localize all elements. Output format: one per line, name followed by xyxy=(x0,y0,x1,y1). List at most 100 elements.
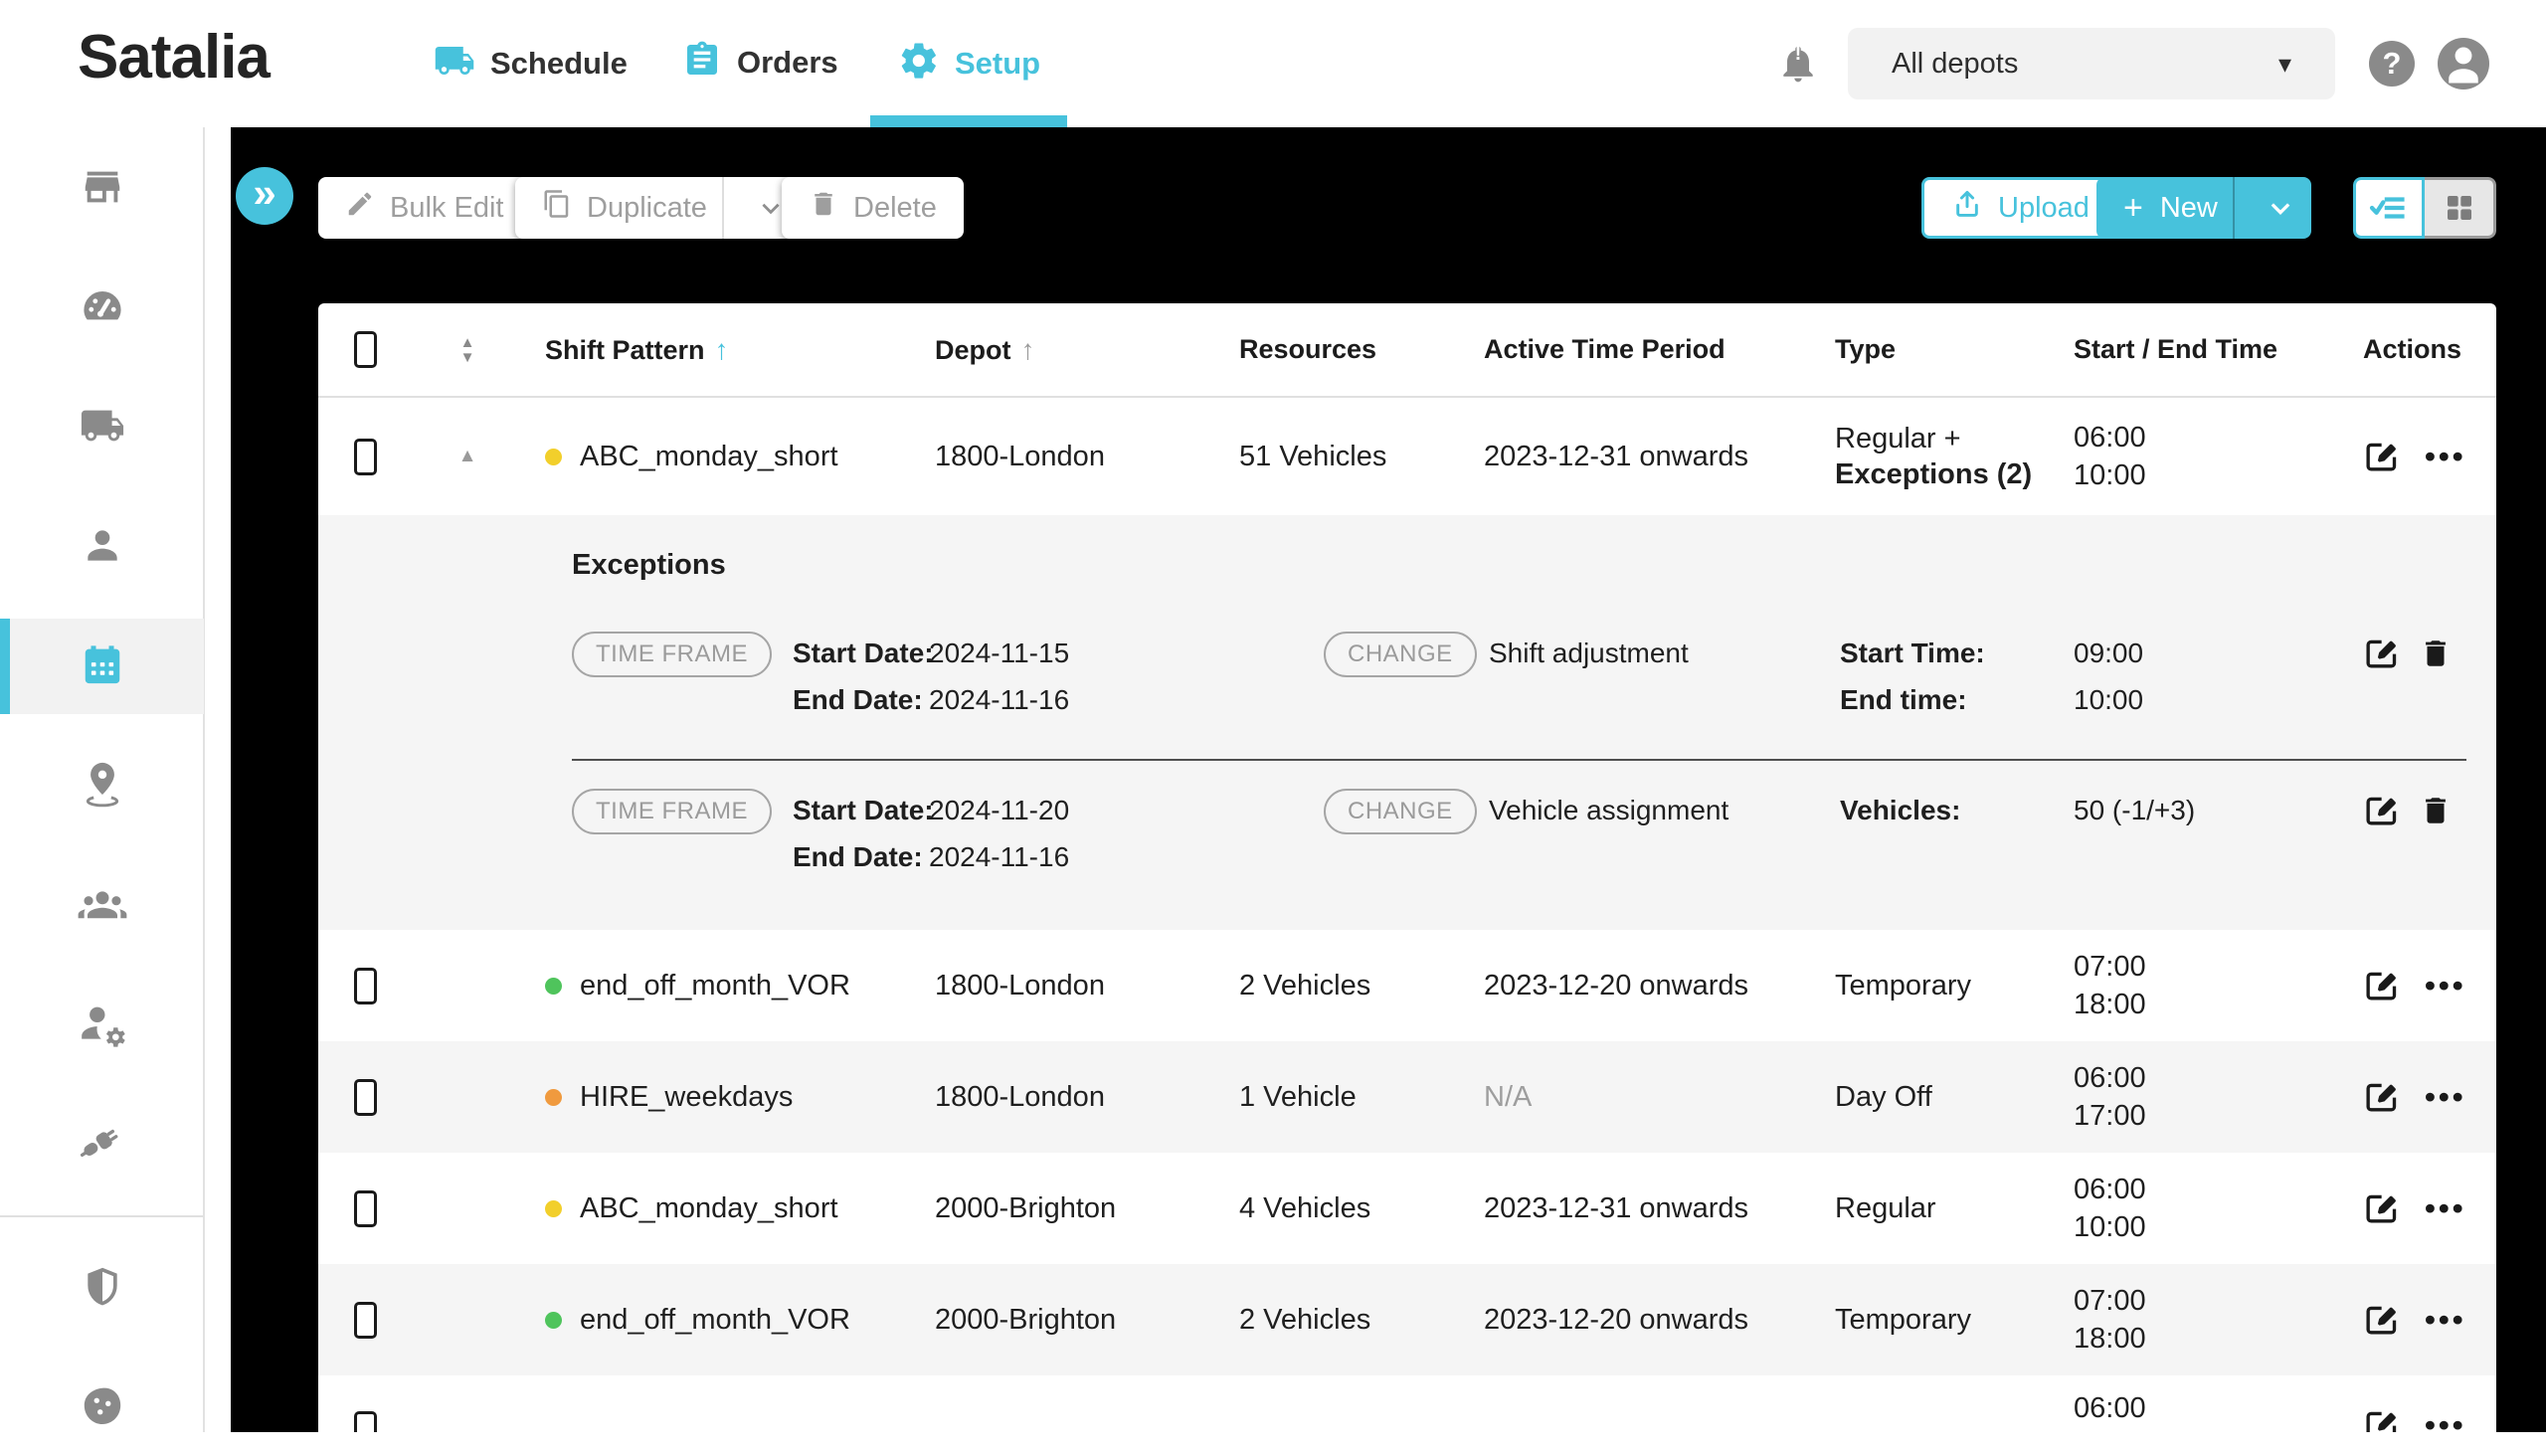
sidebar-divider xyxy=(203,127,205,1432)
row-checkbox[interactable] xyxy=(354,1301,377,1339)
start-end-time-cell: 06:00 17:00 xyxy=(2074,1062,2146,1132)
table-row[interactable]: ▲ ABC_monday_short 1800-London 51 Vehicl… xyxy=(318,398,2496,515)
sidebar-item-teams[interactable] xyxy=(0,857,204,953)
sidebar-item-vehicles[interactable] xyxy=(0,380,204,475)
start-end-time-cell: 06:00 10:00 xyxy=(2074,422,2146,491)
start-end-time-cell: 06:00 xyxy=(2074,1392,2146,1424)
row-checkbox[interactable] xyxy=(354,1411,377,1432)
table-row[interactable]: HIRE_weekdays 1800-London 1 Vehicle N/A … xyxy=(318,1041,2496,1153)
trash-icon[interactable] xyxy=(2419,637,2453,670)
button-divider xyxy=(721,177,724,239)
sidebar-item-user-management[interactable] xyxy=(0,977,204,1072)
tab-orders[interactable]: Orders xyxy=(682,40,838,85)
cookie-icon xyxy=(80,1383,125,1434)
new-dropdown-button[interactable] xyxy=(2250,177,2311,239)
column-header-actions: Actions xyxy=(2363,334,2462,364)
depot-cell: 2000-Brighton xyxy=(935,1191,1117,1224)
duplicate-dropdown-button[interactable] xyxy=(739,177,803,239)
start-end-time-cell: 07:00 18:00 xyxy=(2074,1285,2146,1355)
table-row[interactable]: end_off_month_VOR 1800-London 2 Vehicles… xyxy=(318,930,2496,1041)
sidebar-item-shift-patterns[interactable] xyxy=(0,619,204,714)
row-checkbox[interactable] xyxy=(354,1189,377,1227)
sidebar-item-locations[interactable] xyxy=(0,738,204,833)
more-actions-icon[interactable]: ••• xyxy=(2425,439,2466,473)
active-tab-underline xyxy=(870,115,1067,127)
bulk-edit-label: Bulk Edit xyxy=(390,191,504,224)
new-label: New xyxy=(2159,191,2218,224)
more-actions-icon[interactable]: ••• xyxy=(2425,1190,2466,1225)
help-icon: ? xyxy=(2382,46,2402,81)
trash-icon[interactable] xyxy=(2419,794,2453,827)
pencil-icon xyxy=(345,189,375,227)
grid-view-button[interactable] xyxy=(2425,177,2496,239)
list-view-button[interactable] xyxy=(2353,177,2425,239)
resources-cell: 1 Vehicle xyxy=(1239,1080,1357,1113)
edit-icon[interactable] xyxy=(2363,1302,2399,1338)
user-avatar[interactable] xyxy=(2438,38,2489,90)
tab-schedule[interactable]: Schedule xyxy=(434,40,628,87)
more-actions-icon[interactable]: ••• xyxy=(2425,1079,2466,1114)
sidebar-item-cookies[interactable] xyxy=(0,1361,204,1456)
status-dot xyxy=(545,448,562,465)
duplicate-button[interactable]: Duplicate xyxy=(515,177,803,239)
collapse-row-icon[interactable]: ▲ xyxy=(457,446,477,466)
tab-schedule-label: Schedule xyxy=(490,45,628,81)
sidebar-item-security[interactable] xyxy=(0,1241,204,1337)
sidebar-item-integrations[interactable] xyxy=(0,1096,204,1191)
edit-icon[interactable] xyxy=(2363,1407,2399,1432)
shift-pattern-name: end_off_month_VOR xyxy=(580,1303,850,1336)
calendar-icon xyxy=(80,641,125,692)
edit-icon[interactable] xyxy=(2363,1079,2399,1115)
sidebar-item-dashboard[interactable] xyxy=(0,261,204,356)
tab-setup[interactable]: Setup xyxy=(898,40,1040,87)
sidebar-item-drivers[interactable] xyxy=(0,499,204,595)
edit-icon[interactable] xyxy=(2363,793,2399,828)
more-actions-icon[interactable]: ••• xyxy=(2425,1407,2466,1432)
sort-expand-all-control[interactable]: ▲ ▼ xyxy=(460,335,475,365)
sidebar-item-depots[interactable] xyxy=(0,141,204,237)
type-cell: Temporary xyxy=(1835,969,1971,1001)
expand-sidebar-button[interactable]: » xyxy=(236,167,293,225)
edit-icon[interactable] xyxy=(2363,439,2399,474)
row-checkbox[interactable] xyxy=(354,967,377,1004)
storefront-icon xyxy=(80,164,125,215)
upload-button[interactable]: Upload xyxy=(1921,177,2119,239)
edit-icon[interactable] xyxy=(2363,636,2399,671)
notification-bell-icon[interactable]: ! xyxy=(1776,42,1820,86)
help-button[interactable]: ? xyxy=(2369,41,2415,87)
column-header-shift-pattern[interactable]: Shift Pattern ↑ xyxy=(545,333,729,365)
copy-icon xyxy=(542,189,572,227)
more-actions-icon[interactable]: ••• xyxy=(2425,1302,2466,1337)
edit-icon[interactable] xyxy=(2363,1190,2399,1226)
new-button[interactable]: + New xyxy=(2096,177,2311,239)
type-cell: Temporary xyxy=(1835,1303,1971,1336)
bulk-edit-button[interactable]: Bulk Edit xyxy=(318,177,531,239)
top-bar: Satalia Schedule Orders Setup ! All depo… xyxy=(0,0,2546,127)
exception-change-type: Vehicle assignment xyxy=(1489,795,1729,825)
start-end-time-cell: 07:00 18:00 xyxy=(2074,951,2146,1020)
shift-pattern-name: ABC_monday_short xyxy=(580,440,838,472)
table-row[interactable]: 06:00 ••• xyxy=(318,1375,2496,1432)
select-all-checkbox[interactable] xyxy=(354,331,377,368)
edit-icon[interactable] xyxy=(2363,968,2399,1003)
column-header-active-time-period[interactable]: Active Time Period xyxy=(1484,334,1726,364)
column-header-depot[interactable]: Depot ↑ xyxy=(935,333,1035,365)
column-header-type[interactable]: Type xyxy=(1835,334,1897,364)
view-toggle xyxy=(2353,177,2496,239)
sort-up-icon: ▲ xyxy=(459,333,475,351)
active-time-period-cell: 2023-12-20 onwards xyxy=(1484,1303,1749,1336)
table-row[interactable]: end_off_month_VOR 2000-Brighton 2 Vehicl… xyxy=(318,1264,2496,1375)
more-actions-icon[interactable]: ••• xyxy=(2425,968,2466,1002)
delete-button[interactable]: Delete xyxy=(782,177,964,239)
shift-pattern-name: HIRE_weekdays xyxy=(580,1080,794,1113)
depot-cell: 2000-Brighton xyxy=(935,1303,1117,1336)
table-row[interactable]: ABC_monday_short 2000-Brighton 4 Vehicle… xyxy=(318,1153,2496,1264)
depot-selector[interactable]: All depots ▾ xyxy=(1848,28,2335,99)
shift-patterns-table: ▲ ▼ Shift Pattern ↑ Depot ↑ Resources Acti… xyxy=(318,303,2496,1432)
depot-cell: 1800-London xyxy=(935,1080,1105,1113)
column-header-resources[interactable]: Resources xyxy=(1239,334,1377,364)
row-checkbox[interactable] xyxy=(354,1078,377,1116)
column-header-start-end-time[interactable]: Start / End Time xyxy=(2074,334,2278,364)
sort-asc-icon: ↑ xyxy=(714,333,729,365)
row-checkbox[interactable] xyxy=(354,438,377,475)
